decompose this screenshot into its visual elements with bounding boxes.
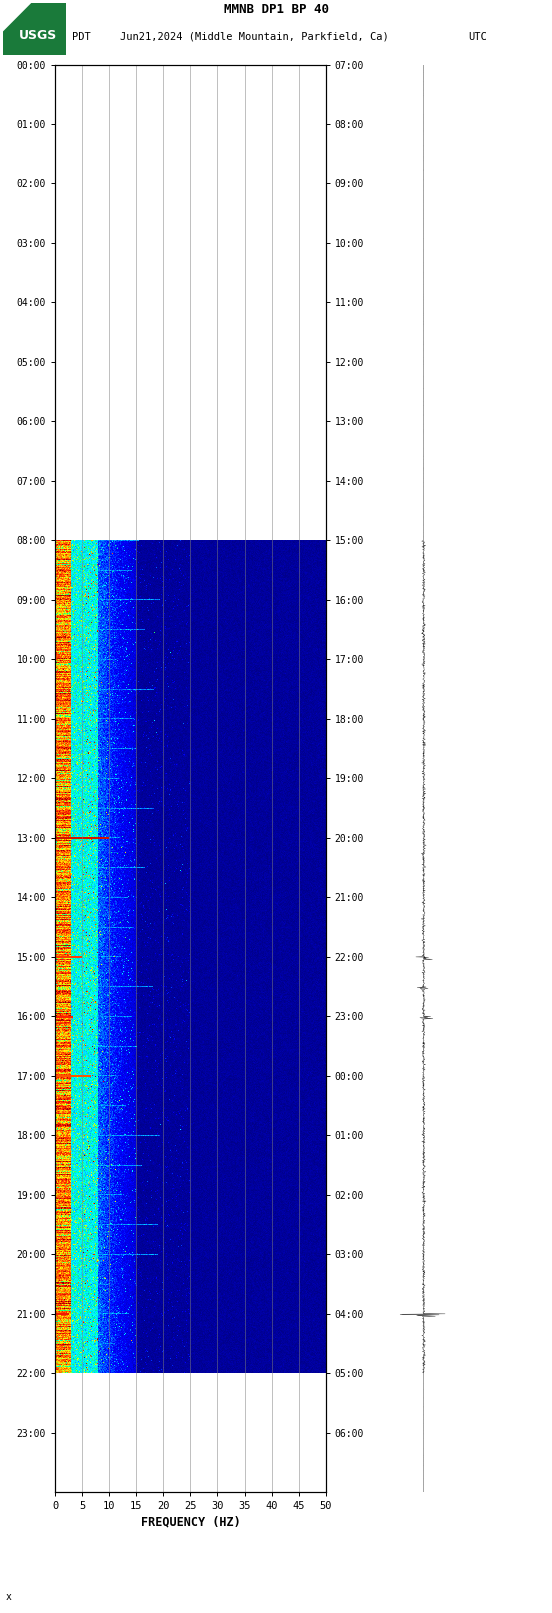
Bar — [3, 3, 66, 55]
Text: MMNB DP1 BP 40: MMNB DP1 BP 40 — [224, 3, 328, 16]
Text: x: x — [6, 1592, 12, 1602]
X-axis label: FREQUENCY (HZ): FREQUENCY (HZ) — [141, 1515, 240, 1528]
Polygon shape — [3, 3, 31, 32]
Text: PDT: PDT — [72, 32, 91, 42]
Text: USGS: USGS — [19, 29, 57, 42]
Text: UTC: UTC — [468, 32, 487, 42]
Text: Jun21,2024 (Middle Mountain, Parkfield, Ca): Jun21,2024 (Middle Mountain, Parkfield, … — [120, 32, 388, 42]
